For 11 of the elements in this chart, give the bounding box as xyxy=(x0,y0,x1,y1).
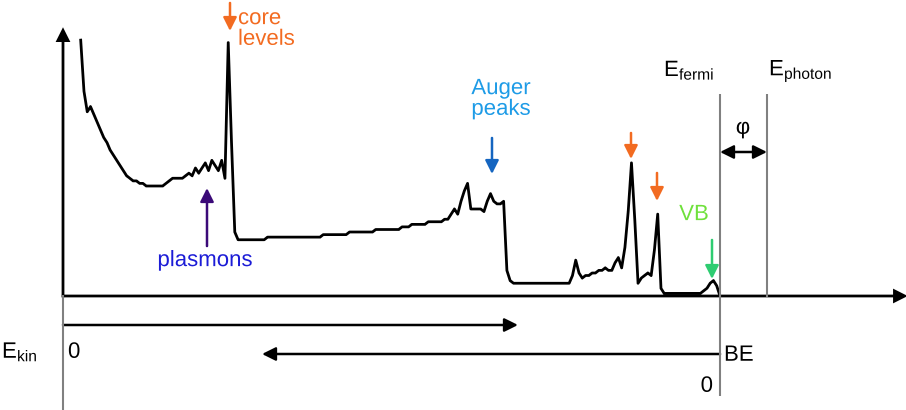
text: E$_{kin}$ xyxy=(4,342,36,362)
annotation: plasmons xyxy=(158,250,252,271)
annotation: VB xyxy=(679,204,708,220)
text: 0 xyxy=(702,376,712,392)
text: 0 xyxy=(68,342,80,358)
text: BE xyxy=(726,345,753,361)
annotation: Auger peaks xyxy=(471,78,530,120)
annotation: E$_{fermi}$ xyxy=(666,60,713,80)
text: φ xyxy=(736,122,750,138)
text: E$_{photon}$ xyxy=(770,60,831,82)
annotation: core levels xyxy=(238,12,294,46)
